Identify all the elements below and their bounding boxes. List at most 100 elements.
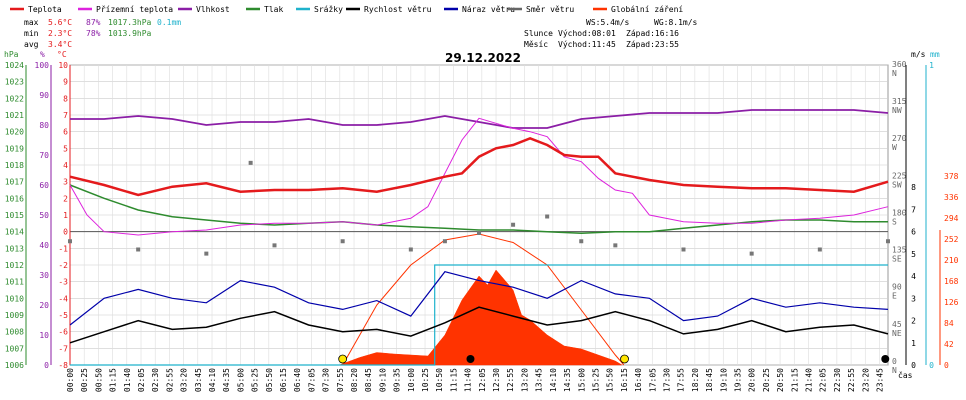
tick-degc: -8	[58, 361, 68, 370]
tick-dir-deg: 270	[892, 134, 907, 143]
point-smer	[545, 214, 550, 219]
axis-degc-label: °C	[57, 50, 67, 59]
marker-sunrise	[338, 354, 348, 364]
tick-dir-deg: 135	[892, 246, 907, 255]
tick-rad: 168	[944, 277, 959, 286]
point-smer	[204, 251, 209, 256]
tick-x: 07:55	[336, 368, 345, 392]
point-smer	[681, 247, 686, 252]
tick-x: 00:00	[66, 368, 75, 392]
series-teplota	[69, 136, 889, 197]
tick-degc: 1	[63, 211, 68, 220]
stat-max-rain: 0.1mm	[157, 18, 181, 27]
point-smer	[248, 160, 253, 165]
tick-hpa: 1018	[5, 161, 24, 170]
tick-dir-label: S	[892, 217, 897, 226]
stat-avg-label: avg	[24, 40, 39, 49]
tick-dir-deg: 225	[892, 171, 907, 180]
chart-title: 29.12.2022	[445, 51, 521, 65]
tick-pct: 100	[35, 61, 50, 70]
tick-degc: 7	[63, 111, 68, 120]
tick-x: 12:55	[506, 368, 515, 392]
tick-x: 12:30	[492, 368, 501, 392]
tick-x: 19:10	[719, 368, 728, 392]
point-smer	[442, 239, 447, 244]
marker-moonset	[881, 355, 890, 363]
stat-min-hum: 78%	[86, 29, 101, 38]
legend-label-vlhkost: Vlhkost	[196, 5, 230, 14]
point-smer	[817, 247, 822, 252]
tick-x: 05:00	[236, 368, 245, 392]
tick-degc: 3	[63, 178, 68, 187]
stat-sun-label: Slunce	[524, 29, 553, 38]
tick-pct: 10	[39, 331, 49, 340]
tick-degc: 4	[63, 161, 68, 170]
point-smer	[579, 239, 584, 244]
tick-ms: 7	[911, 205, 916, 214]
tick-x: 04:35	[222, 368, 231, 392]
tick-x: 16:15	[620, 368, 629, 392]
tick-rad: 252	[944, 235, 959, 244]
point-smer	[886, 239, 890, 244]
tick-x: 17:05	[648, 368, 657, 392]
tick-x: 03:20	[180, 368, 189, 392]
legend: Teplota Přízemní teplota Vlhkost Tlak Srážky…	[10, 5, 683, 14]
tick-pct: 50	[39, 211, 49, 220]
tick-pct: 30	[39, 271, 49, 280]
tick-x: 05:50	[265, 368, 274, 392]
point-smer	[749, 251, 754, 256]
tick-ms: 8	[911, 183, 916, 192]
stats-block: max 5.6°C 87% 1017.3hPa 0.1mm min 2.3°C …	[24, 18, 698, 49]
tick-x: 06:15	[279, 368, 288, 392]
tick-x: 11:15	[449, 368, 458, 392]
tick-dir-label: E	[892, 292, 897, 301]
stat-max-hum: 87%	[86, 18, 101, 27]
stat-sun-set: Západ:16:16	[626, 29, 679, 38]
tick-x: 07:05	[307, 368, 316, 392]
tick-dir-deg: 45	[892, 320, 902, 329]
tick-rad: 84	[944, 319, 954, 328]
tick-mm: 0	[929, 361, 934, 370]
series-tlak	[69, 184, 888, 235]
tick-x: 23:45	[875, 368, 884, 392]
point-smer	[68, 239, 72, 244]
tick-hpa: 1008	[5, 328, 24, 337]
tick-x: 22:55	[847, 368, 856, 392]
tick-x: 08:20	[350, 368, 359, 392]
tick-degc: -2	[58, 261, 68, 270]
point-smer	[613, 243, 618, 248]
tick-hpa: 1014	[5, 228, 24, 237]
tick-x: 10:00	[407, 368, 416, 392]
tick-hpa: 1007	[5, 344, 24, 353]
tick-x: 23:20	[861, 368, 870, 392]
series-vlhkost	[70, 109, 889, 129]
stat-avg-temp: 3.4°C	[48, 40, 72, 49]
point-smer	[408, 247, 413, 252]
tick-degc: 2	[63, 194, 68, 203]
tick-pct: 0	[44, 361, 49, 370]
tick-degc: -7	[58, 344, 68, 353]
tick-x: 12:05	[478, 368, 487, 392]
tick-ms: 0	[911, 361, 916, 370]
legend-label-tlak: Tlak	[264, 5, 283, 14]
tick-hpa: 1021	[5, 111, 24, 120]
tick-hpa: 1013	[5, 244, 24, 253]
tick-x: 20:00	[748, 368, 757, 392]
series-rosny	[69, 117, 889, 236]
tick-x: 15:50	[606, 368, 615, 392]
point-smer	[511, 222, 516, 227]
tick-x: 14:35	[563, 368, 572, 392]
tick-x: 01:40	[123, 368, 132, 392]
legend-label-rosny: Přízemní teplota	[96, 5, 173, 14]
series-rychlost	[69, 306, 889, 344]
point-smer	[272, 243, 277, 248]
tick-degc: -5	[58, 311, 68, 320]
stat-max-label: max	[24, 18, 39, 27]
axis-mm-label: mm	[930, 50, 940, 59]
tick-pct: 20	[39, 301, 49, 310]
tick-hpa: 1020	[5, 128, 24, 137]
tick-pct: 70	[39, 151, 49, 160]
point-smer	[477, 230, 481, 235]
tick-degc: -3	[58, 278, 68, 287]
stat-ws: WS:5.4m/s	[586, 18, 630, 27]
